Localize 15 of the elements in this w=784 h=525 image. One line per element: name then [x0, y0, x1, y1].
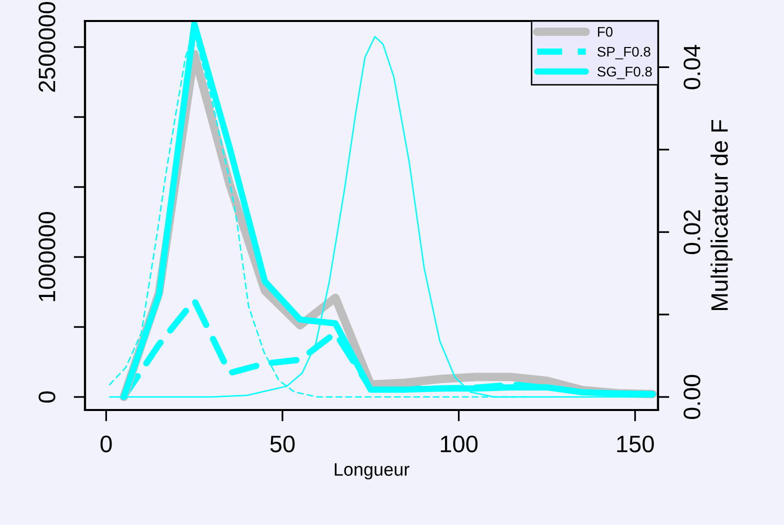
legend-label: SP_F0.8 [597, 46, 650, 60]
x-tick-label: 150 [617, 436, 654, 452]
x-tick-label: 0 [100, 436, 112, 452]
x-axis-title: Longueur [334, 463, 410, 480]
y2-tick-label: 0.02 [684, 210, 700, 254]
y2-axis-title: Multiplicateur de F [710, 120, 733, 310]
y2-tick-label: 0.04 [684, 44, 700, 90]
x-tick-label: 100 [440, 436, 478, 452]
legend-label: F0 [598, 26, 613, 37]
x-tick-label: 50 [270, 436, 295, 452]
y-tick-label: 1000000 [38, 212, 56, 302]
y2-tick-label: 0.00 [684, 374, 700, 420]
y-tick-label: 0 [38, 391, 56, 403]
y-tick-label: 2500000 [38, 2, 56, 92]
legend-label: SG_F0.8 [597, 66, 652, 80]
